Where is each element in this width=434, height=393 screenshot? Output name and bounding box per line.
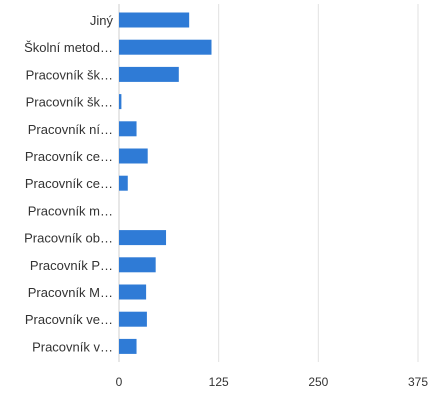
x-tick-label: 250 [308,375,328,388]
bar [119,257,156,273]
category-label: Pracovník P… [30,258,113,273]
category-label: Pracovník ve… [25,312,113,327]
bar-layer [119,12,212,354]
category-label: Pracovník šk… [26,95,113,110]
x-tick-label: 125 [209,375,229,388]
bar [119,230,167,246]
x-tick-label: 375 [408,375,428,388]
category-label: Pracovník ce… [25,176,113,191]
bar [119,66,179,82]
category-label: Pracovník ce… [25,149,113,164]
bar [119,175,128,191]
category-label: Pracovník ob… [24,231,113,246]
bar [119,284,147,300]
bar [119,338,137,354]
category-label: Pracovník v… [32,339,113,354]
category-labels: Jiný Školní metod… Pracovník šk… Pracovník … [24,13,113,354]
bar [119,148,148,164]
category-label: Pracovník ní… [28,122,113,137]
grid-layer [118,4,419,362]
category-label: Jiný [90,13,114,28]
bar [119,94,122,110]
category-label: Pracovník M… [28,285,113,300]
x-tick-labels: 0 125 250 375 [116,375,429,389]
category-label: Pracovník m… [28,203,113,218]
bar [119,311,147,327]
bar [119,39,212,55]
x-tick-label: 0 [116,375,123,388]
category-label: Pracovník šk… [26,67,113,82]
category-label: Školní metod… [24,40,113,55]
bar [119,12,190,28]
bar [119,121,137,137]
